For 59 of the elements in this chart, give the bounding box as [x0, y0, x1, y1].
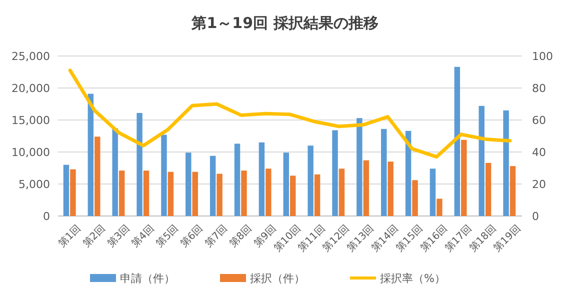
legend-label: 採択率（%）	[380, 272, 446, 285]
bar	[283, 152, 289, 216]
bar	[70, 169, 76, 216]
bar	[356, 118, 362, 216]
bar	[314, 174, 320, 216]
bar	[436, 198, 442, 216]
bar	[510, 166, 516, 216]
bar	[412, 180, 418, 216]
line-series	[68, 68, 512, 159]
bar	[112, 128, 118, 216]
y-tick-label: 5,000	[18, 178, 50, 191]
bar	[266, 168, 272, 216]
bar	[143, 170, 150, 216]
bar	[88, 94, 94, 216]
bar	[161, 134, 167, 216]
bar	[168, 172, 174, 216]
bar	[454, 66, 460, 216]
bar	[192, 172, 198, 216]
y2-tick-label: 40	[532, 146, 546, 159]
x-tick-label: 第7回	[202, 222, 230, 250]
y2-tick-label: 60	[532, 114, 546, 127]
bar	[405, 130, 412, 216]
y-tick-label: 15,000	[12, 114, 50, 127]
bar	[136, 112, 142, 216]
bar	[388, 162, 394, 216]
bar	[216, 174, 222, 216]
bar	[210, 156, 216, 216]
y-tick-label: 10,000	[12, 146, 50, 159]
bar	[461, 140, 467, 216]
bar	[485, 162, 492, 216]
bar	[478, 106, 484, 216]
y2-tick-label: 80	[532, 82, 546, 95]
y2-tick-label: 0	[532, 210, 539, 223]
x-tick-label: 第6回	[178, 222, 206, 250]
y-tick-label: 20,000	[12, 82, 50, 95]
y-tick-label: 0	[43, 210, 50, 223]
y-tick-label: 25,000	[12, 50, 50, 63]
bar	[258, 142, 265, 216]
chart-title: 第1～19回 採択結果の推移	[190, 14, 378, 32]
bar	[186, 152, 192, 216]
bar	[503, 110, 509, 216]
y2-tick-label: 20	[532, 178, 546, 191]
bar	[290, 176, 296, 216]
bar	[308, 146, 314, 216]
legend-label: 採択（件）	[250, 272, 305, 285]
bar	[430, 168, 436, 216]
legend-label: 申請（件）	[120, 272, 175, 285]
bar	[241, 170, 247, 216]
y2-tick-label: 100	[532, 50, 553, 63]
bar	[338, 168, 345, 216]
bar	[381, 128, 387, 216]
bar	[94, 136, 100, 216]
x-tick-label: 第8回	[227, 222, 254, 250]
bar	[63, 164, 70, 216]
bar	[332, 130, 338, 216]
bar	[234, 144, 240, 216]
bar	[118, 170, 125, 216]
x-tick-label: 第5回	[154, 222, 181, 250]
bar	[363, 160, 370, 216]
